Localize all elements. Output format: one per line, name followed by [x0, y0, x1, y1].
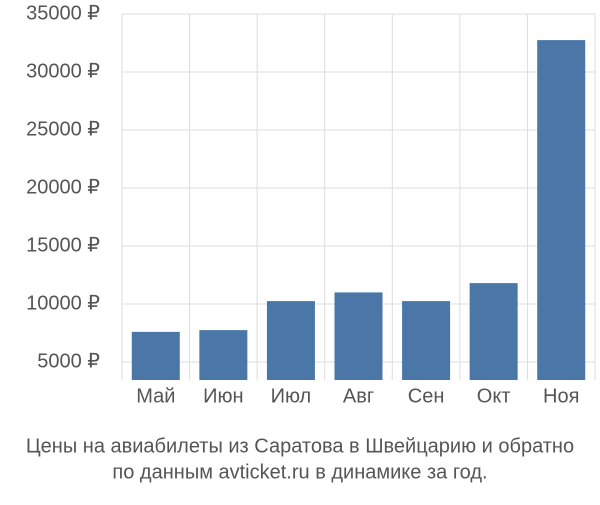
bar: [199, 330, 248, 380]
x-tick-label: Авг: [343, 385, 374, 407]
bar: [537, 40, 586, 380]
bar: [402, 301, 451, 380]
x-tick-label: Июн: [203, 385, 243, 407]
bar: [334, 292, 383, 380]
bar: [266, 301, 315, 380]
y-tick-label: 10000 ₽: [26, 292, 100, 314]
chart-title: Цены на авиабилеты из Саратова в Швейцар…: [26, 435, 574, 457]
y-tick-label: 30000 ₽: [26, 60, 100, 82]
bar: [131, 331, 180, 380]
x-tick-label: Сен: [408, 385, 445, 407]
x-tick-label: Май: [136, 385, 175, 407]
chart-title: по данным avticket.ru в динамике за год.: [112, 461, 487, 483]
x-tick-label: Июл: [271, 385, 312, 407]
y-tick-label: 5000 ₽: [37, 350, 100, 372]
y-tick-label: 35000 ₽: [26, 2, 100, 24]
x-tick-label: Окт: [477, 385, 511, 407]
y-tick-label: 25000 ₽: [26, 118, 100, 140]
x-tick-label: Ноя: [543, 385, 579, 407]
y-tick-label: 20000 ₽: [26, 176, 100, 198]
bar: [469, 283, 518, 380]
y-tick-label: 15000 ₽: [26, 234, 100, 256]
